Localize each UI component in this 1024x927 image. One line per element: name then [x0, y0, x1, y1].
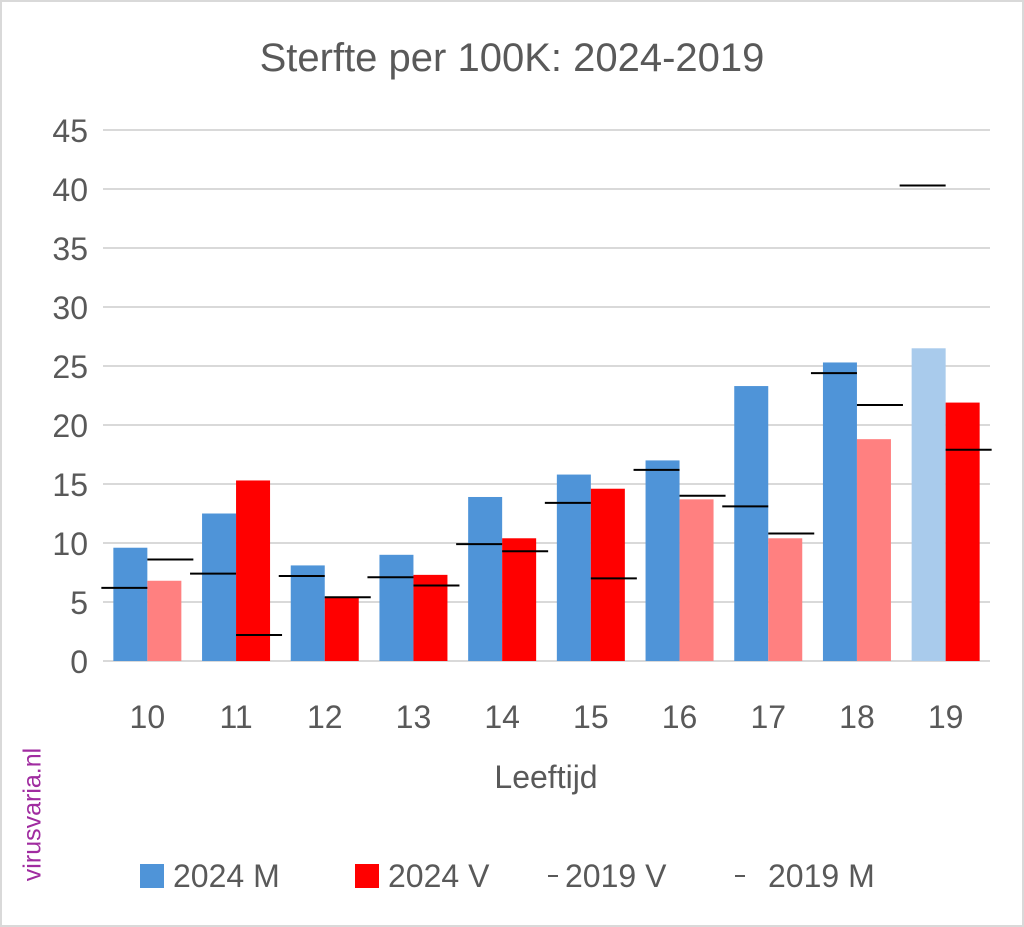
legend-label: 2019 V: [565, 858, 667, 894]
bar-2024-v: [236, 480, 271, 661]
y-tick-label: 15: [52, 467, 88, 503]
x-tick-label: 11: [219, 699, 252, 735]
bar-2024-v: [590, 488, 625, 661]
bar-2024-m: [556, 474, 591, 661]
x-tick-label: 15: [573, 699, 609, 735]
legend-label: 2024 M: [173, 858, 280, 894]
y-tick-label: 35: [52, 231, 88, 267]
legend-swatch: [355, 864, 379, 888]
y-tick-label: 5: [70, 585, 88, 621]
bar-2024-v: [768, 538, 803, 661]
x-tick-label: 16: [662, 699, 698, 735]
bar-2024-v: [856, 439, 891, 661]
bar-2024-m: [113, 547, 148, 661]
x-tick-label: 13: [396, 699, 432, 735]
x-tick-label: 12: [307, 699, 343, 735]
bar-2024-m: [468, 496, 503, 661]
bar-2024-m: [911, 348, 946, 661]
bar-2024-m: [822, 362, 857, 661]
y-tick-label: 45: [52, 113, 88, 149]
y-tick-label: 30: [52, 290, 88, 326]
y-tick-label: 40: [52, 172, 88, 208]
y-tick-label: 10: [52, 526, 88, 562]
y-tick-label: 25: [52, 349, 88, 385]
bar-2024-m: [645, 460, 680, 661]
x-axis-label: Leeftijd: [494, 759, 597, 795]
x-tick-label: 17: [750, 699, 786, 735]
bar-2024-m: [202, 513, 237, 661]
x-tick-label: 10: [130, 699, 166, 735]
bar-2024-v: [502, 538, 537, 661]
bar-2024-v: [147, 580, 182, 661]
bar-2024-m: [734, 386, 769, 661]
bar-2024-m: [379, 554, 414, 661]
x-tick-label: 18: [839, 699, 875, 735]
chart-title: Sterfte per 100K: 2024-2019: [259, 36, 765, 80]
x-tick-label: 19: [928, 699, 964, 735]
legend-swatch: [140, 864, 164, 888]
legend-label: 2019 M: [768, 858, 875, 894]
legend-label: 2024 V: [388, 858, 490, 894]
x-tick-label: 14: [484, 699, 520, 735]
bar-2024-v: [413, 574, 448, 661]
watermark: virusvaria.nl: [18, 747, 47, 882]
bar-2024-v: [679, 499, 714, 661]
bar-2024-v: [324, 597, 359, 661]
y-tick-label: 20: [52, 408, 88, 444]
bar-2024-v: [945, 402, 980, 661]
y-tick-label: 0: [70, 644, 88, 680]
bar-2024-m: [290, 565, 325, 661]
